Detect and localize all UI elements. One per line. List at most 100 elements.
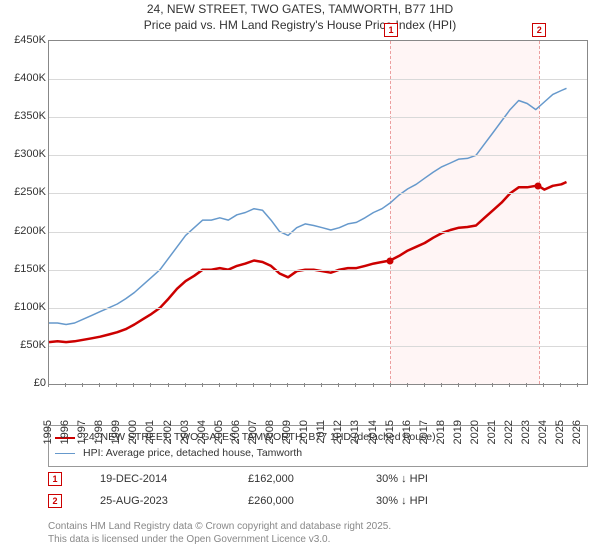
x-tick — [492, 383, 493, 387]
x-tick — [82, 383, 83, 387]
x-tick — [99, 383, 100, 387]
x-tick — [321, 383, 322, 387]
legend-label: HPI: Average price, detached house, Tamw… — [83, 446, 302, 462]
x-axis-label: 2001 — [144, 420, 156, 444]
x-axis-label: 2025 — [554, 420, 566, 444]
series-hpi — [49, 88, 567, 324]
x-axis-label: 2019 — [452, 420, 464, 444]
x-tick — [48, 383, 49, 387]
x-axis-label: 2011 — [315, 420, 327, 444]
x-tick — [253, 383, 254, 387]
y-axis-label: £350K — [2, 110, 46, 122]
gridline — [49, 308, 587, 309]
x-axis-label: 2015 — [384, 420, 396, 444]
sale-marker-badge: 2 — [532, 23, 546, 37]
x-axis-label: 2007 — [247, 420, 259, 444]
x-tick — [304, 383, 305, 387]
x-tick — [543, 383, 544, 387]
sale-dot — [387, 257, 394, 264]
x-axis-label: 2023 — [520, 420, 532, 444]
x-axis-label: 1997 — [76, 420, 88, 444]
x-tick — [133, 383, 134, 387]
x-axis-label: 2026 — [571, 420, 583, 444]
sale-table: 1 19-DEC-2014 £162,000 30% ↓ HPI 2 25-AU… — [48, 468, 588, 512]
y-axis-label: £400K — [2, 72, 46, 84]
attribution-line: Contains HM Land Registry data © Crown c… — [48, 520, 588, 533]
x-tick — [202, 383, 203, 387]
sale-marker-icon: 2 — [48, 494, 62, 508]
x-axis-label: 2003 — [179, 420, 191, 444]
x-axis-label: 2024 — [537, 420, 549, 444]
sale-price: £162,000 — [248, 473, 358, 485]
y-axis-label: £200K — [2, 225, 46, 237]
x-axis-label: 2012 — [332, 420, 344, 444]
x-axis-label: 2017 — [418, 420, 430, 444]
sale-delta: 30% ↓ HPI — [376, 473, 428, 485]
x-tick — [150, 383, 151, 387]
x-axis-label: 2008 — [264, 420, 276, 444]
x-axis-label: 2010 — [298, 420, 310, 444]
legend-swatch-hpi — [55, 453, 75, 454]
chart-title-line2: Price paid vs. HM Land Registry's House … — [0, 18, 600, 34]
y-axis-label: £0 — [2, 377, 46, 389]
sale-row: 1 19-DEC-2014 £162,000 30% ↓ HPI — [48, 468, 588, 490]
x-axis-label: 2002 — [162, 420, 174, 444]
sale-row: 2 25-AUG-2023 £260,000 30% ↓ HPI — [48, 490, 588, 512]
x-axis-label: 2014 — [367, 420, 379, 444]
attribution: Contains HM Land Registry data © Crown c… — [48, 520, 588, 546]
x-axis-label: 2000 — [127, 420, 139, 444]
gridline — [49, 117, 587, 118]
x-axis-label: 2009 — [281, 420, 293, 444]
gridline — [49, 270, 587, 271]
x-tick — [526, 383, 527, 387]
x-axis-label: 2013 — [349, 420, 361, 444]
y-axis-label: £450K — [2, 34, 46, 46]
x-tick — [509, 383, 510, 387]
sale-price: £260,000 — [248, 495, 358, 507]
x-tick — [560, 383, 561, 387]
x-tick — [373, 383, 374, 387]
x-tick — [65, 383, 66, 387]
x-tick — [116, 383, 117, 387]
sale-date: 25-AUG-2023 — [100, 495, 230, 507]
x-axis-label: 2021 — [486, 420, 498, 444]
x-axis-label: 2016 — [401, 420, 413, 444]
x-tick — [475, 383, 476, 387]
x-axis-label: 2004 — [196, 420, 208, 444]
x-tick — [355, 383, 356, 387]
x-axis-label: 1996 — [59, 420, 71, 444]
gridline — [49, 79, 587, 80]
x-axis-label: 2018 — [435, 420, 447, 444]
chart-lines — [49, 41, 587, 384]
sale-marker-icon: 1 — [48, 472, 62, 486]
x-tick — [287, 383, 288, 387]
x-axis-label: 2022 — [503, 420, 515, 444]
x-tick — [185, 383, 186, 387]
gridline — [49, 346, 587, 347]
y-axis-label: £50K — [2, 339, 46, 351]
x-axis-label: 1995 — [42, 420, 54, 444]
x-axis-label: 2020 — [469, 420, 481, 444]
x-tick — [424, 383, 425, 387]
x-tick — [577, 383, 578, 387]
sale-marker-badge: 1 — [384, 23, 398, 37]
sale-delta: 30% ↓ HPI — [376, 495, 428, 507]
gridline — [49, 155, 587, 156]
x-tick — [458, 383, 459, 387]
x-tick — [338, 383, 339, 387]
x-tick — [407, 383, 408, 387]
x-tick — [441, 383, 442, 387]
x-tick — [168, 383, 169, 387]
x-axis-label: 2005 — [213, 420, 225, 444]
sale-dot — [535, 182, 542, 189]
x-tick — [219, 383, 220, 387]
legend-item: HPI: Average price, detached house, Tamw… — [55, 446, 581, 462]
gridline — [49, 193, 587, 194]
sale-date: 19-DEC-2014 — [100, 473, 230, 485]
x-tick — [270, 383, 271, 387]
x-axis-label: 1999 — [110, 420, 122, 444]
series-price_paid — [49, 182, 567, 342]
x-axis-label: 2006 — [230, 420, 242, 444]
y-axis-label: £150K — [2, 263, 46, 275]
y-axis-label: £300K — [2, 148, 46, 160]
